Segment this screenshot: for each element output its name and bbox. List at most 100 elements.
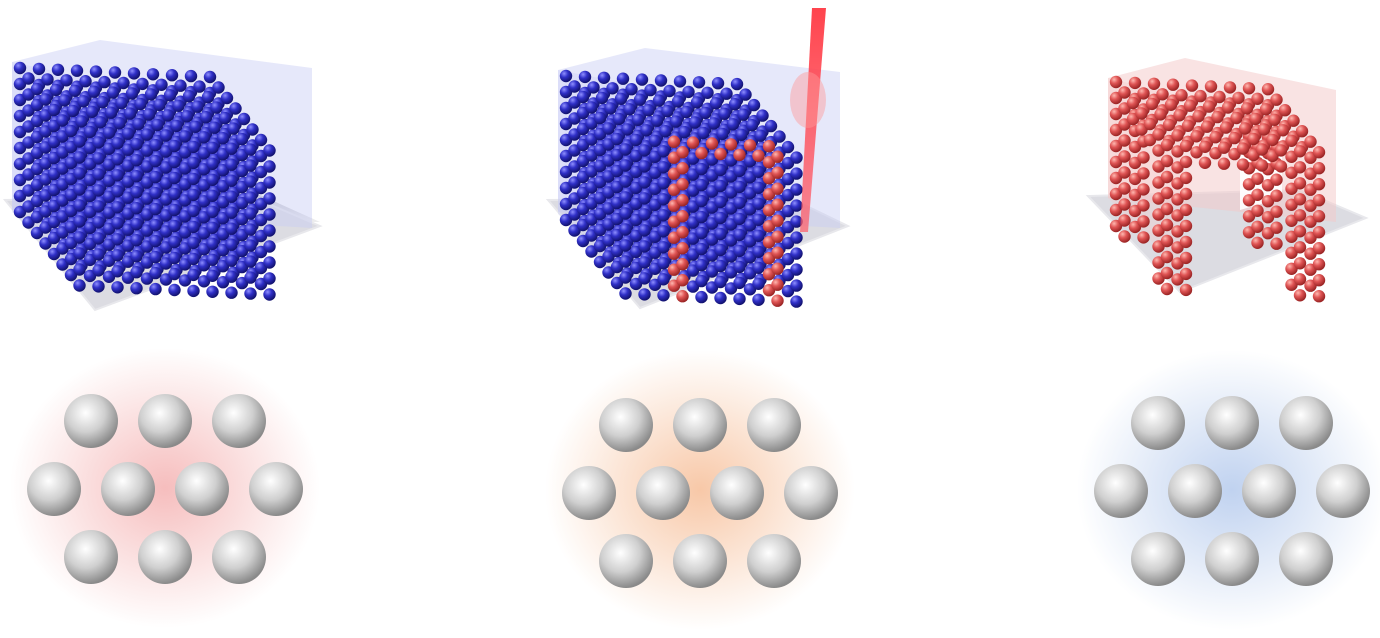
particle (263, 272, 276, 285)
particle (125, 87, 139, 100)
particle (764, 119, 778, 133)
particle (642, 104, 655, 117)
particle (771, 214, 784, 227)
particle (619, 271, 632, 284)
particle (559, 69, 573, 83)
particle (182, 90, 196, 103)
particle (199, 111, 213, 124)
particle (244, 223, 257, 236)
particle (149, 202, 162, 216)
particle (752, 149, 765, 162)
particle (263, 160, 276, 173)
particle (1160, 202, 1174, 216)
particle (111, 281, 124, 294)
particle (123, 107, 137, 120)
particle (638, 176, 651, 189)
particle (140, 128, 154, 141)
particle (149, 250, 162, 264)
cluster-sphere (1279, 532, 1333, 586)
particle (701, 86, 714, 100)
particle (83, 125, 97, 139)
cluster-sphere (1242, 464, 1296, 518)
particle (244, 191, 257, 204)
particle (1304, 135, 1317, 148)
particle (790, 215, 803, 228)
particle (1293, 241, 1307, 254)
cluster-sphere (599, 534, 653, 588)
particle (254, 133, 268, 147)
cluster-sphere (27, 462, 81, 516)
particle (714, 291, 727, 305)
particle (1118, 198, 1131, 211)
particle (657, 225, 670, 238)
particle (1293, 225, 1307, 238)
cluster-sphere (562, 466, 616, 520)
cluster-sphere (673, 398, 727, 452)
particle (733, 244, 746, 258)
particle (1238, 122, 1252, 135)
particle (682, 85, 695, 99)
panel-2-lattice (545, 8, 851, 310)
particle (1312, 290, 1326, 303)
particle (1293, 257, 1307, 270)
particle (263, 288, 276, 301)
particle (752, 277, 765, 290)
particle (64, 124, 78, 138)
particle (1179, 219, 1193, 233)
particle (73, 135, 86, 148)
particle (714, 163, 727, 177)
particle (771, 150, 784, 163)
particle (39, 93, 52, 106)
particle (652, 94, 666, 107)
particle (187, 140, 200, 154)
cluster-sphere (673, 534, 727, 588)
particle (187, 252, 200, 266)
particle (752, 229, 765, 242)
particle (225, 158, 238, 171)
particle (206, 237, 219, 250)
cluster-sphere (249, 462, 303, 516)
particle (121, 127, 135, 140)
cluster-sphere (212, 530, 266, 584)
particle (106, 86, 120, 99)
particle (168, 235, 181, 249)
particle (1293, 273, 1307, 286)
panel-3-particles (1109, 75, 1326, 303)
particle (1118, 166, 1131, 179)
particle (604, 102, 617, 115)
particle (695, 290, 708, 304)
particle (1145, 97, 1159, 111)
particle (1118, 230, 1131, 243)
particle (714, 179, 727, 193)
particle (201, 90, 215, 104)
particle (1240, 102, 1254, 115)
particle (1143, 117, 1157, 131)
particle (1293, 289, 1307, 302)
particle (638, 272, 651, 285)
particle (115, 96, 128, 110)
particle (657, 209, 670, 222)
particle (1213, 90, 1226, 104)
particle (161, 109, 175, 122)
particle (714, 195, 727, 209)
particle (56, 114, 69, 127)
particle (225, 142, 238, 155)
particle (661, 104, 674, 118)
particle (187, 204, 200, 218)
laser-beam (800, 8, 826, 232)
particle (225, 222, 238, 235)
particle (733, 292, 746, 306)
particle (1202, 100, 1216, 113)
particle (1185, 79, 1199, 92)
particle (206, 157, 219, 170)
panel-1-lattice (2, 40, 323, 312)
particle (790, 183, 803, 196)
particle (739, 88, 752, 101)
particle (714, 243, 727, 257)
particle (263, 144, 276, 157)
cluster-sphere (138, 530, 192, 584)
particle (1166, 78, 1180, 91)
particle (111, 233, 124, 246)
particle (714, 259, 727, 273)
particle (165, 69, 179, 82)
